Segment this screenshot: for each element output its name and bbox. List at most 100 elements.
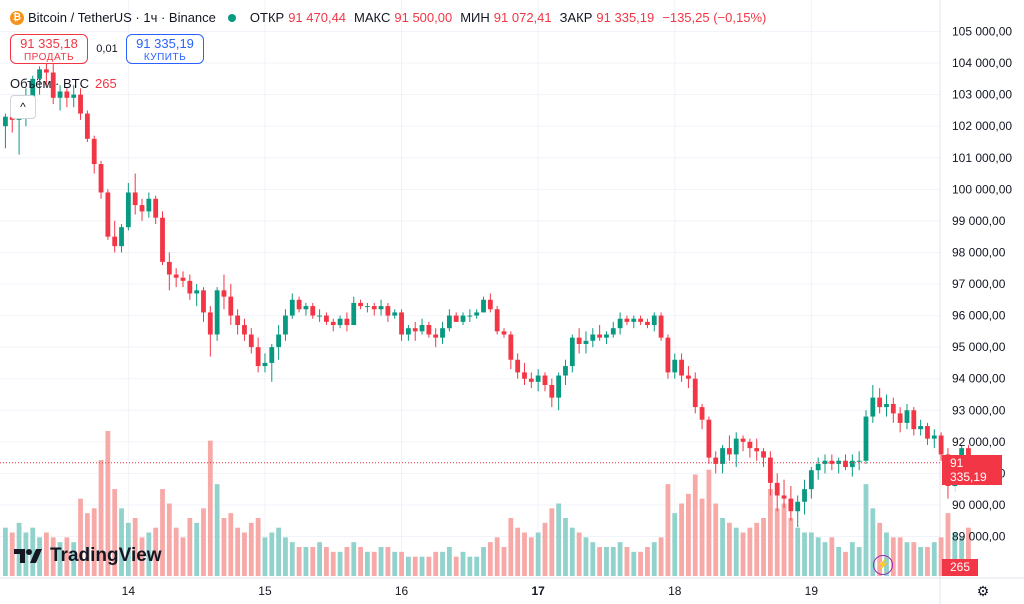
candle[interactable] [877,388,883,414]
candle[interactable] [201,287,206,322]
candle[interactable] [535,369,541,392]
candle[interactable] [467,309,473,322]
candle[interactable] [84,110,90,142]
candle[interactable] [822,454,828,474]
candle[interactable] [426,321,432,338]
candle[interactable] [692,372,698,414]
candle[interactable] [624,315,630,326]
candle[interactable] [460,312,466,326]
candle[interactable] [610,321,616,338]
candle[interactable] [207,306,213,357]
candle[interactable] [365,302,370,313]
candle[interactable] [501,328,507,338]
candle[interactable] [310,302,316,319]
candle[interactable] [918,419,924,436]
candle[interactable] [166,252,172,291]
candle[interactable] [631,315,637,329]
candle[interactable] [132,173,138,215]
candle[interactable] [597,325,603,341]
candle[interactable] [938,432,944,461]
buy-button[interactable]: 91 335,19 КУПИТЬ [126,34,204,64]
candle[interactable] [522,362,527,385]
candle[interactable] [289,293,295,319]
candle[interactable] [870,385,876,423]
candle[interactable] [153,195,159,225]
candle[interactable] [43,59,49,86]
candle[interactable] [508,331,514,370]
candle[interactable] [706,416,712,464]
candle[interactable] [774,473,780,512]
candle[interactable] [214,287,220,341]
candle[interactable] [474,309,480,319]
market-status-icon[interactable] [227,13,236,22]
candle[interactable] [897,407,903,433]
candle[interactable] [255,337,261,373]
candle[interactable] [849,454,855,477]
candle[interactable] [276,325,282,360]
candle[interactable] [173,268,179,288]
tradingview-logo[interactable]: TradingView [14,545,162,567]
candle[interactable] [726,435,732,461]
candle[interactable] [747,438,753,458]
candle[interactable] [733,432,739,468]
candle[interactable] [91,135,97,174]
candle[interactable] [296,296,302,313]
candle[interactable] [71,85,77,108]
candle[interactable] [50,63,56,105]
candle[interactable] [453,312,459,322]
candle[interactable] [283,309,288,341]
candle[interactable] [330,318,336,332]
candle[interactable] [412,321,418,341]
candle[interactable] [569,334,575,373]
candle[interactable] [446,309,452,332]
candle[interactable] [836,457,842,474]
candle[interactable] [781,479,787,509]
candle[interactable] [303,302,309,316]
candle[interactable] [890,397,896,423]
candle[interactable] [651,312,657,332]
candle[interactable] [139,198,145,221]
candle[interactable] [645,318,650,329]
candle[interactable] [925,422,930,445]
candle[interactable] [64,88,70,108]
candle[interactable] [419,318,425,335]
candle[interactable] [399,309,404,341]
candle[interactable] [378,299,384,316]
candle[interactable] [590,328,596,348]
candle[interactable] [98,160,104,199]
candle[interactable] [617,312,623,335]
candle[interactable] [549,378,555,408]
candle[interactable] [112,220,118,253]
candle[interactable] [563,359,568,385]
candle[interactable] [146,192,152,218]
candle[interactable] [542,372,548,392]
candle[interactable] [235,309,241,335]
candle[interactable] [160,211,165,266]
candle[interactable] [556,372,562,411]
candle[interactable] [856,451,862,471]
candle[interactable] [576,328,582,354]
candle[interactable] [194,284,200,307]
candle[interactable] [583,331,589,354]
candle[interactable] [392,309,398,319]
candle[interactable] [679,353,684,382]
candle[interactable] [317,309,322,322]
candle[interactable] [440,321,445,344]
candle[interactable] [665,334,671,379]
candle[interactable] [911,407,917,436]
sell-button[interactable]: 91 335,18 ПРОДАТЬ [10,34,88,64]
candle[interactable] [672,353,678,379]
symbol-title[interactable]: Bitcoin / TetherUS · 1ч · Binance [28,10,216,25]
candle[interactable] [78,88,83,120]
candle[interactable] [3,113,8,149]
candle[interactable] [658,312,664,341]
settings-gear-icon[interactable]: ⚙ [976,583,990,599]
candle[interactable] [788,486,794,521]
candle[interactable] [754,438,760,461]
candle[interactable] [604,331,609,344]
candle[interactable] [385,302,391,322]
candle[interactable] [740,435,746,452]
candle[interactable] [494,306,500,335]
candle[interactable] [371,302,377,316]
